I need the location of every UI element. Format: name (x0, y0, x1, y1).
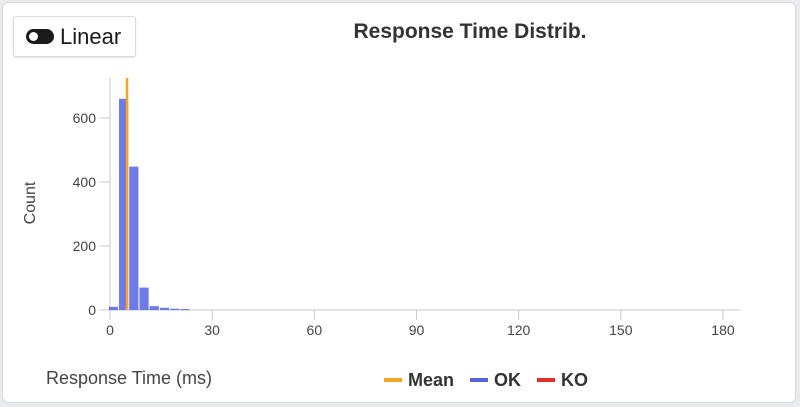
legend-swatch-ok (470, 378, 489, 382)
x-tick-label: 150 (609, 322, 633, 338)
x-tick-label: 60 (307, 322, 323, 338)
legend-item-ko[interactable]: KO (537, 370, 588, 391)
bar-ok (159, 307, 170, 310)
y-tick-label: 0 (88, 302, 96, 318)
scale-toggle-label: Linear (60, 23, 122, 49)
bar-ok (170, 308, 180, 310)
legend: Mean OK KO (384, 368, 588, 392)
x-tick-label: 180 (711, 322, 735, 338)
y-tick-label: 400 (73, 174, 97, 190)
chart-title: Response Time Distrib. (353, 20, 587, 43)
legend-label-mean: Mean (408, 369, 455, 390)
legend-swatch-ko (537, 378, 556, 382)
legend-label-ko: KO (561, 369, 589, 390)
y-tick-label: 600 (73, 110, 97, 126)
scale-toggle-button[interactable]: Linear (13, 16, 136, 57)
x-tick-label: 120 (507, 322, 531, 338)
legend-item-mean[interactable]: Mean (384, 370, 454, 391)
y-tick-label: 200 (73, 238, 97, 254)
bar-ok (108, 306, 119, 310)
legend-item-ok[interactable]: OK (470, 370, 521, 391)
x-tick-label: 90 (409, 322, 425, 338)
bar-ok (180, 309, 190, 311)
toggle-knob (29, 32, 38, 41)
x-tick-label: 30 (204, 322, 220, 338)
bar-ok (139, 287, 149, 310)
toggle-switch-icon (26, 29, 54, 44)
bar-ok (149, 306, 159, 310)
bar-ok (129, 166, 139, 310)
legend-label-ok: OK (494, 369, 522, 390)
x-axis-label: Response Time (ms) (46, 368, 213, 388)
x-tick-label: 0 (106, 322, 114, 338)
bar-ok (119, 98, 129, 310)
legend-swatch-mean (384, 378, 402, 382)
